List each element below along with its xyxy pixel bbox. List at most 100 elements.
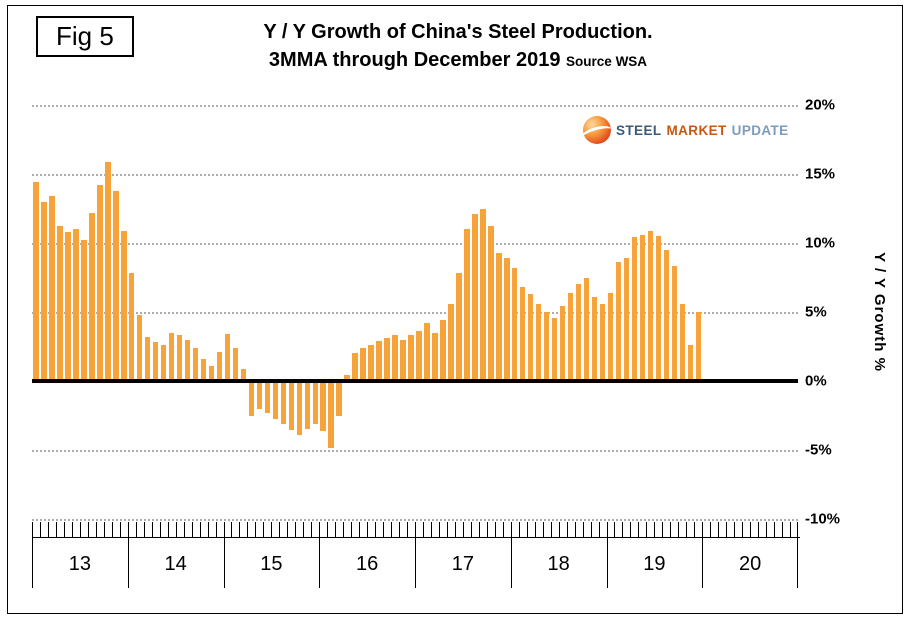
axis-tick — [367, 522, 369, 537]
bar — [432, 332, 438, 381]
bar — [192, 347, 199, 381]
figure-frame: Fig 5 Y / Y Growth of China's Steel Prod… — [7, 5, 903, 614]
bar — [456, 273, 462, 381]
year-separator — [32, 538, 33, 588]
bar — [336, 383, 342, 417]
bar — [128, 273, 135, 381]
bar — [647, 230, 654, 381]
bar — [144, 336, 151, 381]
smu-logo-word-update: UPDATE — [731, 122, 789, 138]
axis-tick — [247, 522, 249, 537]
bar — [679, 303, 686, 381]
axis-tick — [399, 522, 401, 537]
bar — [41, 201, 47, 381]
axis-tick — [383, 522, 385, 537]
axis-tick — [582, 522, 584, 537]
bar — [384, 338, 390, 381]
bar — [623, 258, 630, 381]
bar — [519, 287, 526, 381]
axis-tick — [351, 522, 353, 537]
bar — [65, 231, 71, 381]
chart-source: Source WSA — [566, 54, 648, 69]
axis-tick — [287, 522, 289, 537]
bar — [392, 335, 398, 381]
y-axis-title: Y / Y Growth % — [871, 252, 888, 372]
axis-tick — [494, 522, 496, 537]
bar — [631, 237, 638, 381]
axis-tick — [702, 522, 704, 537]
axis-tick — [199, 522, 201, 537]
bar — [639, 234, 646, 381]
gridline — [32, 450, 798, 452]
axis-tick — [239, 522, 241, 537]
axis-tick — [255, 522, 257, 537]
bar — [551, 317, 558, 381]
bar — [208, 365, 215, 381]
bar — [136, 314, 143, 381]
bar — [567, 292, 574, 381]
bar — [97, 185, 103, 381]
bar — [320, 383, 326, 432]
axis-tick — [518, 522, 520, 537]
bar — [400, 339, 406, 381]
axis-tick — [167, 522, 169, 537]
axis-tick — [135, 522, 137, 537]
bar — [440, 320, 446, 381]
axis-tick — [558, 522, 560, 537]
bar — [583, 277, 590, 381]
axis-tick — [790, 522, 792, 537]
year-label: 20 — [739, 553, 762, 575]
axis-tick — [175, 522, 177, 537]
axis-tick — [797, 522, 798, 537]
axis-tick — [231, 522, 233, 537]
bar — [695, 312, 701, 381]
axis-tick — [590, 522, 592, 537]
bar — [464, 229, 470, 381]
year-label: 13 — [68, 553, 91, 575]
axis-tick — [303, 522, 305, 537]
axis-tick — [295, 522, 297, 537]
axis-tick — [694, 522, 696, 537]
axis-tick — [87, 522, 89, 537]
smu-logo-icon — [583, 116, 611, 144]
axis-tick — [191, 522, 193, 537]
bar — [232, 347, 239, 381]
bar — [575, 284, 582, 381]
bar — [89, 212, 95, 381]
smu-logo-word-market: MARKET — [666, 122, 727, 138]
bar — [49, 196, 55, 381]
axis-tick — [742, 522, 744, 537]
bar — [328, 383, 334, 448]
axis-tick — [614, 522, 616, 537]
bar — [256, 383, 263, 410]
axis-tick — [446, 522, 448, 537]
bar — [360, 347, 366, 381]
axis-tick — [750, 522, 752, 537]
y-tick-label: 10% — [805, 234, 836, 252]
bar — [599, 303, 606, 381]
bar — [535, 303, 542, 381]
axis-tick — [438, 522, 440, 537]
axis-tick — [678, 522, 680, 537]
year-separator — [319, 538, 321, 588]
bar — [687, 345, 694, 381]
bar — [121, 230, 127, 381]
bar — [559, 306, 566, 381]
axis-tick — [271, 522, 273, 537]
bar — [73, 229, 79, 381]
bar — [168, 332, 175, 381]
axis-tick — [119, 522, 121, 537]
bar — [57, 226, 63, 381]
axis-tick — [359, 522, 361, 537]
gridline — [32, 243, 798, 245]
axis-tick — [734, 522, 736, 537]
axis-tick — [39, 522, 41, 537]
axis-tick — [343, 522, 345, 537]
figure-number: Fig 5 — [56, 21, 114, 51]
bar — [527, 294, 534, 381]
gridline — [32, 519, 798, 521]
axis-tick — [606, 522, 608, 537]
axis-tick — [103, 522, 105, 537]
bar — [655, 236, 662, 381]
bar — [240, 368, 247, 381]
